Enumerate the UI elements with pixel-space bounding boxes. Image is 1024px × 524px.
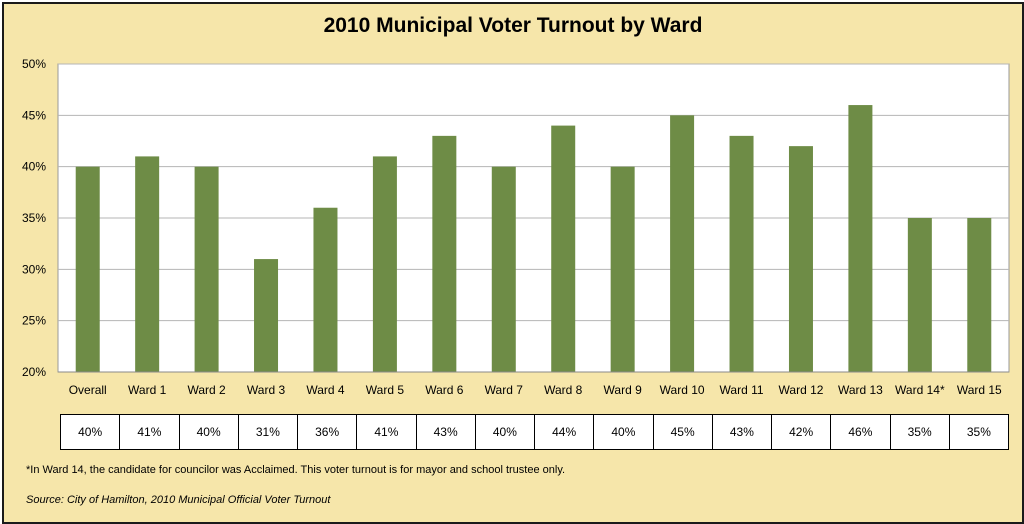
y-tick-label: 40% xyxy=(22,160,46,174)
x-tick-label: Overall xyxy=(69,383,107,397)
x-tick-label: Ward 2 xyxy=(187,383,226,397)
x-tick-label: Ward 12 xyxy=(779,383,824,397)
bar xyxy=(372,156,397,372)
source-note: Source: City of Hamilton, 2010 Municipal… xyxy=(26,494,331,506)
y-tick-label: 30% xyxy=(22,262,46,276)
x-tick-label: Ward 11 xyxy=(720,383,764,397)
data-label: 43% xyxy=(711,415,771,449)
data-label: 46% xyxy=(830,415,889,449)
data-label: 40% xyxy=(593,415,652,449)
bar xyxy=(729,135,754,372)
bar xyxy=(432,135,457,372)
y-tick-label: 35% xyxy=(22,211,46,225)
x-tick-label: Ward 3 xyxy=(247,383,286,397)
y-tick-label: 45% xyxy=(22,108,46,122)
x-tick-label: Ward 6 xyxy=(425,383,464,397)
bar xyxy=(75,166,100,372)
value-table: 40% 41% 40% 31% 36% 41% 43% 40% 44% 40% 45% 43% 42% 4… xyxy=(60,414,1009,450)
y-tick-label: 50% xyxy=(22,57,46,71)
bar xyxy=(254,259,279,372)
data-label: 35% xyxy=(948,415,1008,449)
x-tick-label: Ward 15 xyxy=(957,383,1002,397)
x-tick-label: Ward 8 xyxy=(544,383,583,397)
bar xyxy=(610,166,635,372)
bar xyxy=(967,218,992,372)
x-tick-label: Ward 5 xyxy=(366,383,405,397)
data-label: 42% xyxy=(771,415,830,449)
x-tick-label: Ward 10 xyxy=(660,383,705,397)
bar xyxy=(194,166,219,372)
data-label: 43% xyxy=(415,415,475,449)
bar xyxy=(907,218,932,372)
data-label: 31% xyxy=(237,415,297,449)
bar xyxy=(670,115,695,372)
y-tick-label: 20% xyxy=(22,365,46,379)
chart-title: 2010 Municipal Voter Turnout by Ward xyxy=(323,14,703,37)
bar xyxy=(313,207,338,372)
data-label: 40% xyxy=(178,415,238,449)
x-tick-label: Ward 13 xyxy=(838,383,883,397)
bar-chart: 20% 25% 30% 35% 40% 45% 50% Overall Ward 1 Ward 2… xyxy=(22,57,1010,397)
x-tick-label: Ward 4 xyxy=(306,383,345,397)
x-tick-label: Ward 7 xyxy=(485,383,524,397)
footnote: *In Ward 14, the candidate for councilor… xyxy=(26,464,566,476)
data-label: 41% xyxy=(356,415,415,449)
data-label: 40% xyxy=(78,425,103,439)
x-tick-label: Ward 1 xyxy=(128,383,167,397)
data-label: 36% xyxy=(297,415,356,449)
bar xyxy=(848,105,873,373)
data-label: 35% xyxy=(889,415,949,449)
x-tick-label: Ward 9 xyxy=(604,383,643,397)
bar xyxy=(788,146,813,372)
data-label: 44% xyxy=(534,415,593,449)
bar xyxy=(491,166,516,372)
data-label: 41% xyxy=(119,415,178,449)
data-label: 45% xyxy=(652,415,712,449)
y-tick-label: 25% xyxy=(22,314,46,328)
bar xyxy=(135,156,160,372)
x-tick-label: Ward 14* xyxy=(895,383,945,397)
data-label: 40% xyxy=(474,415,534,449)
bar xyxy=(551,125,576,372)
